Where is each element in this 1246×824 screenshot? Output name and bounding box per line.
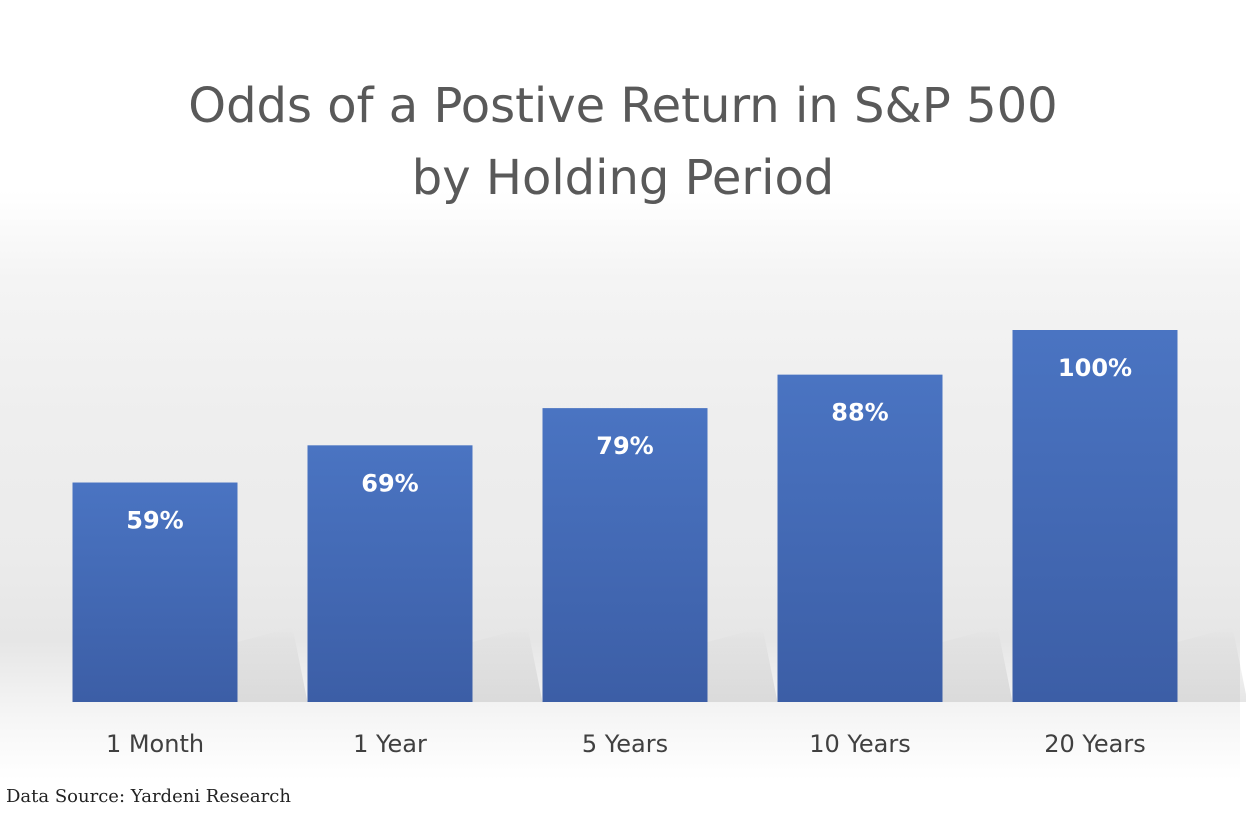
data-label-1-month: 59% <box>126 507 183 535</box>
chart-title: Odds of a Postive Return in S&P 500 by H… <box>0 70 1246 214</box>
bar-1-year <box>307 445 473 702</box>
bar-shadow-1-month <box>237 627 308 702</box>
bar-shadow-20-years <box>1177 627 1246 702</box>
bar-10-years <box>777 374 943 702</box>
data-label-10-years: 88% <box>831 399 888 427</box>
chart-title-line-1: Odds of a Postive Return in S&P 500 <box>188 78 1058 134</box>
tick-label-20-years: 20 Years <box>1044 730 1145 758</box>
bars <box>72 330 1178 702</box>
bar-shadow-10-years <box>942 627 1013 702</box>
chart-title-line-2: by Holding Period <box>411 150 835 206</box>
bar-1-month <box>72 482 238 702</box>
data-source-note: Data Source: Yardeni Research <box>6 786 291 807</box>
tick-label-5-years: 5 Years <box>582 730 668 758</box>
x-axis-tick-labels: 1 Month 1 Year 5 Years 10 Years 20 Years <box>106 730 1146 758</box>
tick-label-1-year: 1 Year <box>353 730 427 758</box>
data-label-5-years: 79% <box>596 432 653 460</box>
data-label-1-year: 69% <box>361 469 418 497</box>
data-label-20-years: 100% <box>1058 354 1132 382</box>
bar-5-years <box>542 408 708 702</box>
bar-20-years <box>1012 330 1178 702</box>
tick-label-10-years: 10 Years <box>809 730 910 758</box>
tick-label-1-month: 1 Month <box>106 730 204 758</box>
data-labels: 59% 69% 79% 88% 100% <box>126 354 1132 535</box>
bar-shadow-5-years <box>707 627 778 702</box>
bar-shadow-1-year <box>472 627 543 702</box>
bar-shadows <box>237 627 1246 702</box>
